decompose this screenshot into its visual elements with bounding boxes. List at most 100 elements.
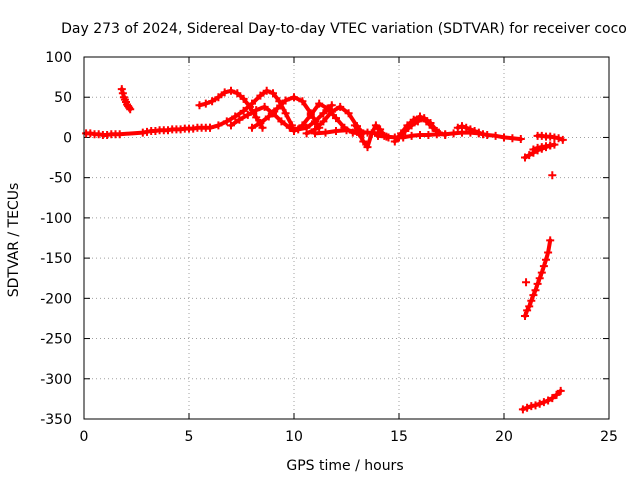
x-tick-label: 10: [285, 429, 303, 445]
data-point: [542, 255, 550, 264]
data-point: [491, 131, 500, 140]
data-point: [319, 117, 328, 126]
data-point: [214, 93, 223, 102]
data-point: [390, 137, 399, 146]
data-point: [231, 112, 240, 121]
data-point: [285, 123, 294, 132]
data-point: [527, 296, 536, 305]
x-tick-label: 15: [390, 429, 408, 445]
data-point: [277, 117, 286, 126]
data-point: [252, 113, 261, 122]
data-point: [525, 302, 534, 311]
series-baseline: [82, 123, 214, 140]
data-point: [516, 135, 525, 144]
series-steep-outlier: [522, 278, 531, 287]
data-point: [401, 127, 410, 136]
data-point: [554, 134, 563, 143]
data-point: [531, 401, 540, 410]
series-isolated: [548, 171, 557, 180]
data-point: [363, 143, 372, 152]
data-point: [531, 286, 540, 295]
series-late-right: [533, 131, 567, 144]
data-point: [239, 94, 248, 103]
data-point: [382, 132, 391, 141]
data-point: [371, 121, 380, 130]
data-point: [208, 97, 217, 106]
data-point: [201, 99, 210, 108]
data-point: [479, 130, 487, 139]
data-point: [521, 153, 529, 162]
data-point: [470, 127, 479, 136]
data-point: [220, 88, 229, 97]
data-point: [336, 102, 345, 111]
data-point: [548, 171, 557, 180]
data-point: [521, 312, 529, 321]
data-point: [260, 102, 269, 111]
data-point: [256, 91, 265, 100]
data-point: [529, 145, 538, 154]
data-point: [332, 114, 340, 123]
data-point: [522, 278, 531, 287]
y-tick-label: -150: [40, 251, 72, 267]
series-steep-line: [521, 236, 555, 321]
data-point: [458, 122, 466, 131]
y-tick-label: 100: [45, 50, 72, 66]
data-point: [256, 118, 265, 127]
data-point: [315, 99, 324, 108]
x-tick-label: 0: [80, 429, 89, 445]
data-point: [344, 109, 353, 118]
data-point: [233, 89, 242, 98]
data-point: [546, 236, 555, 245]
data-point: [539, 398, 548, 407]
y-tick-label: -100: [40, 211, 72, 227]
data-point: [302, 129, 311, 138]
x-tick-label: 20: [495, 429, 513, 445]
x-axis-label: GPS time / hours: [286, 458, 403, 474]
data-point: [239, 106, 248, 115]
data-point: [319, 109, 328, 118]
data-point: [552, 390, 561, 399]
data-point: [550, 140, 559, 149]
data-point: [115, 130, 124, 139]
data-point: [306, 110, 315, 119]
data-point: [118, 89, 127, 98]
data-point: [535, 274, 544, 283]
data-point: [518, 405, 527, 414]
series-arc-16: [395, 114, 441, 142]
data-point: [117, 85, 126, 94]
data-point: [523, 306, 532, 315]
data-point: [298, 121, 307, 130]
data-point: [449, 129, 458, 138]
data-point: [355, 129, 364, 138]
y-tick-label: -200: [40, 291, 72, 307]
series-bottom-line: [518, 386, 565, 414]
data-point: [537, 268, 546, 277]
data-point: [535, 399, 544, 408]
data-point: [327, 107, 336, 116]
data-point: [539, 262, 548, 271]
data-point: [269, 89, 277, 98]
data-point: [258, 123, 267, 132]
data-point: [544, 248, 553, 257]
data-point: [413, 117, 422, 126]
series-arc-early: [117, 85, 135, 114]
data-point: [407, 121, 416, 130]
data-point: [529, 291, 538, 300]
data-point: [311, 129, 319, 138]
data-point: [374, 131, 382, 140]
data-point: [269, 109, 277, 118]
data-point: [195, 101, 204, 110]
data-point: [248, 123, 256, 132]
data-point: [508, 134, 517, 143]
data-point: [500, 133, 508, 142]
data-point: [290, 127, 298, 136]
data-point: [243, 110, 252, 119]
data-point: [227, 86, 235, 95]
data-point: [323, 104, 332, 113]
series-hump-18: [453, 122, 487, 139]
data-point: [227, 121, 235, 130]
data-point: [248, 99, 256, 108]
data-point: [544, 396, 553, 405]
data-point: [533, 279, 542, 288]
